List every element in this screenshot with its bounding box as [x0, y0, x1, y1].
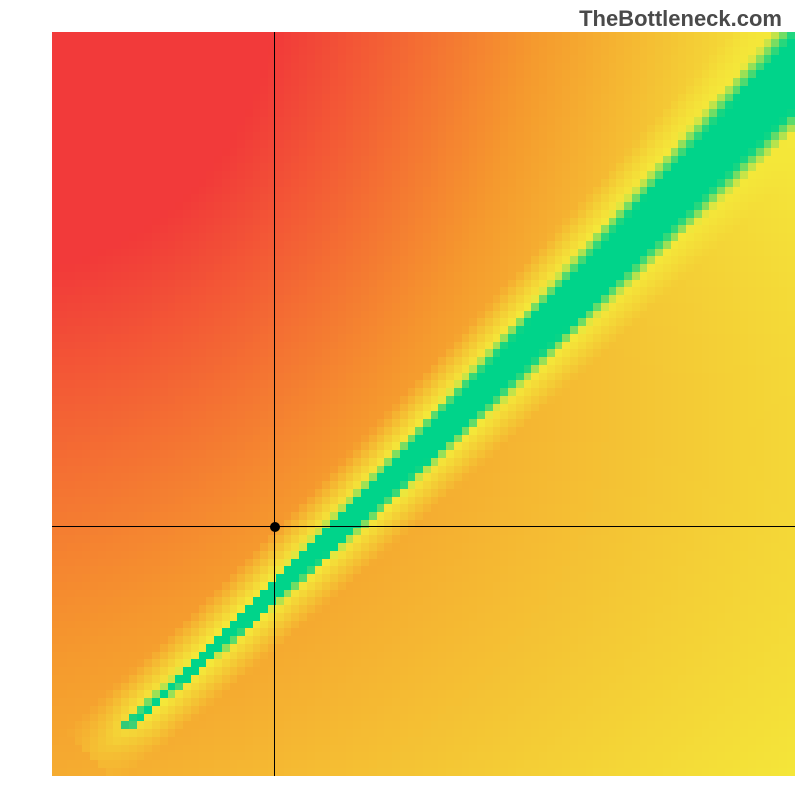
crosshair-marker	[270, 522, 280, 532]
chart-container: TheBottleneck.com	[0, 0, 800, 800]
bottleneck-heatmap	[52, 32, 795, 776]
crosshair-horizontal-line	[52, 526, 795, 527]
watermark-text: TheBottleneck.com	[579, 6, 782, 32]
crosshair-vertical-line	[274, 32, 275, 776]
